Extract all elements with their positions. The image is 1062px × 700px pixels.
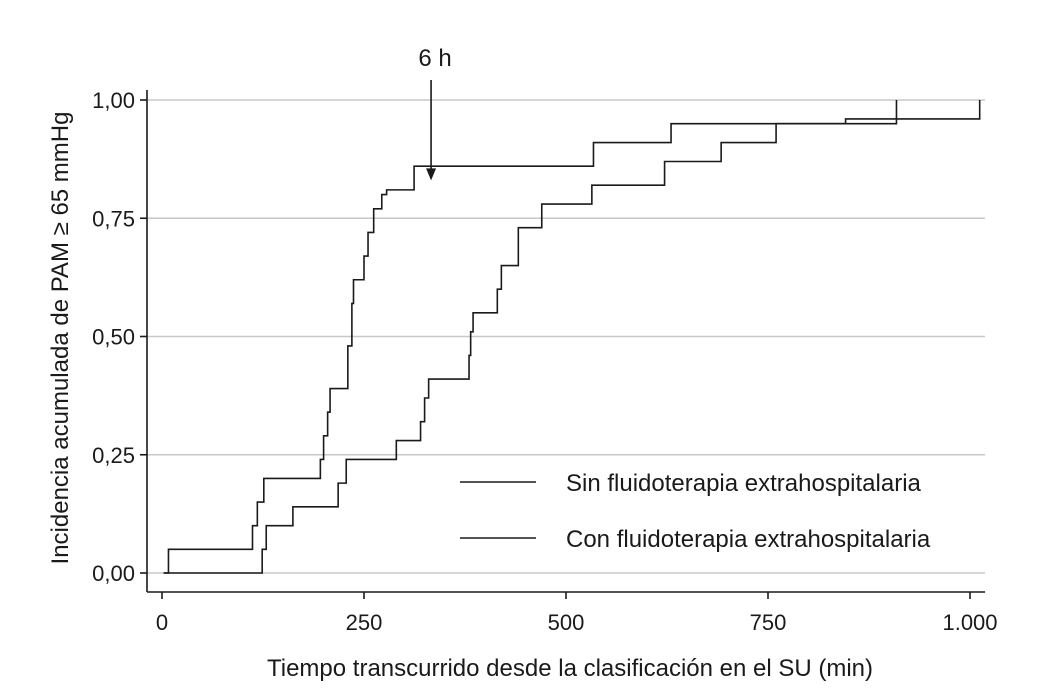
annotation-label: 6 h xyxy=(418,45,451,72)
y-tick-label-4: 1,00 xyxy=(92,88,135,113)
x-tick-label-2: 500 xyxy=(548,610,585,635)
x-tick-label-1: 250 xyxy=(346,610,383,635)
y-tick-label-0: 0,00 xyxy=(92,561,135,586)
gridlines xyxy=(147,99,985,574)
legend: Sin fluidoterapia extrahospitalaria Con f… xyxy=(460,470,931,553)
x-tick-label-4: 1.000 xyxy=(942,610,997,635)
annotation-arrow-head xyxy=(426,168,437,181)
x-tick-label-3: 750 xyxy=(750,610,787,635)
legend-label-0: Sin fluidoterapia extrahospitalaria xyxy=(566,470,922,497)
y-tick-label-1: 0,25 xyxy=(92,443,135,468)
axes: 0,00 0,25 0,50 0,75 1,00 0 250 500 750 1.000 xyxy=(92,88,997,635)
x-tick-label-0: 0 xyxy=(156,610,168,635)
series-line-0 xyxy=(163,100,898,574)
series-line-1 xyxy=(163,100,981,574)
legend-label-1: Con fluidoterapia extrahospitalaria xyxy=(566,526,931,553)
series-layer xyxy=(163,100,981,574)
y-tick-label-3: 0,75 xyxy=(92,206,135,231)
y-axis-title: Incidencia acumulada de PAM ≥ 65 mmHg xyxy=(47,112,74,565)
x-axis-title: Tiempo transcurrido desde la clasificaci… xyxy=(267,655,873,682)
y-tick-label-2: 0,50 xyxy=(92,325,135,350)
annotation: 6 h xyxy=(418,45,452,181)
